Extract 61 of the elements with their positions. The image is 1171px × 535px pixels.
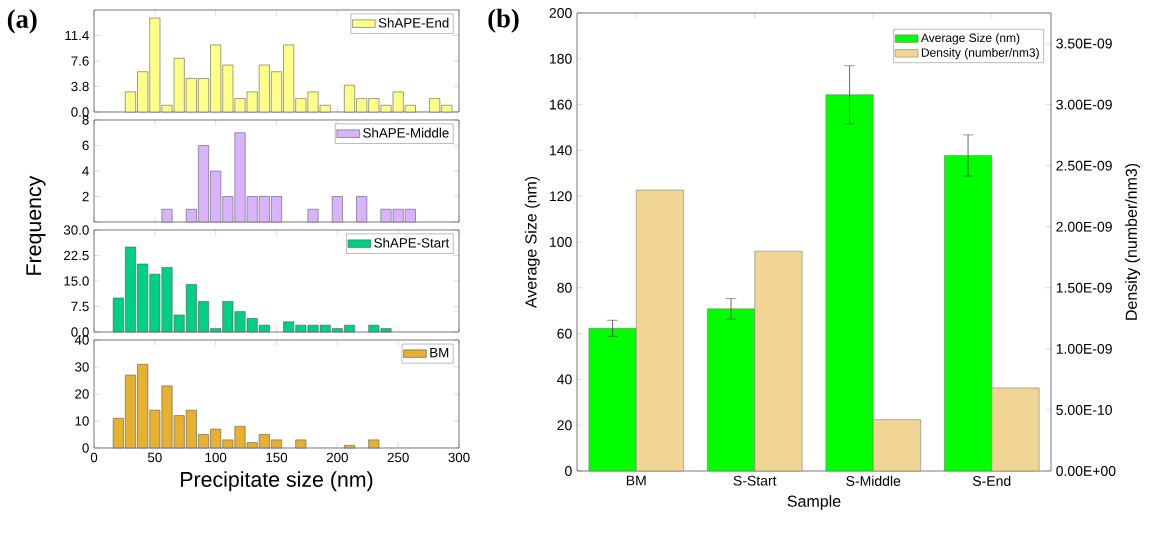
y-tick-label: 2 — [82, 191, 89, 202]
y-tick-label: 0 — [565, 466, 572, 476]
x-tick-label: 250 — [387, 452, 409, 463]
y-tick-label: 60 — [557, 328, 572, 339]
x-tick-label: 300 — [448, 452, 470, 463]
x-tick-label: 100 — [205, 452, 227, 463]
y-tick-label: 15.0 — [64, 276, 89, 286]
y-tick-label: 30 — [74, 362, 89, 372]
y-tick-label: 0 — [82, 443, 89, 453]
y-tick-label: 160 — [550, 99, 572, 110]
y2-tick-label: 3.00E-09 — [1056, 99, 1112, 110]
y2-tick-label: 0.00E+00 — [1056, 466, 1116, 476]
x-axis-title: Sample — [787, 495, 841, 511]
legend-label: Average Size (nm) — [920, 33, 1020, 45]
y2-tick-label: 2.50E-09 — [1056, 160, 1112, 171]
y-tick-label: 11.4 — [65, 30, 89, 41]
y-tick-label: 80 — [557, 282, 572, 293]
y2-tick-label: 2.00E-09 — [1056, 221, 1112, 232]
x-tick-label: 200 — [326, 452, 348, 463]
y-tick-label: 40 — [557, 374, 572, 385]
x-tick-label: S-Middle — [846, 475, 901, 486]
x-tick-label: S-Start — [733, 475, 777, 486]
y-tick-label: 100 — [550, 237, 572, 247]
x-tick-label: S-End — [972, 475, 1011, 486]
y-tick-label: 7.6 — [71, 56, 89, 66]
y-tick-label: 22.5 — [64, 250, 89, 261]
legend-label: ShAPE-Start — [374, 237, 450, 248]
legend-label: ShAPE-End — [378, 17, 449, 28]
legend-label: BM — [430, 348, 449, 358]
y-tick-label: 4 — [82, 166, 89, 176]
y-axis-title: Frequency — [26, 175, 46, 275]
y2-tick-label: 1.00E-09 — [1056, 343, 1112, 354]
y-tick-label: 6 — [82, 140, 89, 151]
y-tick-label: 20 — [557, 420, 572, 431]
y-tick-label: 200 — [549, 8, 572, 18]
y-tick-label: 0.0 — [71, 107, 89, 117]
y-axis-title: Average Size (nm) — [524, 176, 540, 309]
y2-axis-title: Density (number/nm3) — [1125, 163, 1141, 320]
legend-label: Density (number/nm3) — [921, 47, 1039, 60]
y-tick-label: 3.8 — [71, 81, 89, 92]
y-tick-label: 40 — [74, 335, 89, 345]
y-tick-label: 10 — [75, 416, 89, 426]
y-tick-label: 7.5 — [71, 301, 89, 312]
y-tick-label: 20 — [75, 389, 89, 399]
x-tick-label: 0 — [90, 452, 98, 463]
y-tick-label: 120 — [550, 191, 572, 202]
y-tick-label: 30.0 — [63, 225, 89, 235]
x-tick-label: BM — [626, 475, 646, 486]
text: (b) — [488, 8, 519, 33]
y2-tick-label: 5.00E-10 — [1056, 404, 1112, 415]
legend-label: ShAPE-Middle — [363, 127, 449, 138]
y-tick-label: 140 — [550, 145, 572, 156]
x-tick-label: 150 — [266, 452, 288, 463]
y2-tick-label: 1.50E-09 — [1056, 282, 1112, 293]
x-axis-title: Precipitate size (nm) — [181, 471, 373, 492]
x-tick-label: 50 — [147, 452, 162, 463]
y2-tick-label: 3.50E-09 — [1056, 38, 1112, 49]
text: (a) — [7, 9, 37, 34]
y-tick-label: 180 — [550, 53, 572, 64]
y-tick-label: 8 — [82, 115, 89, 125]
y-tick-label: 0.0 — [71, 327, 89, 337]
